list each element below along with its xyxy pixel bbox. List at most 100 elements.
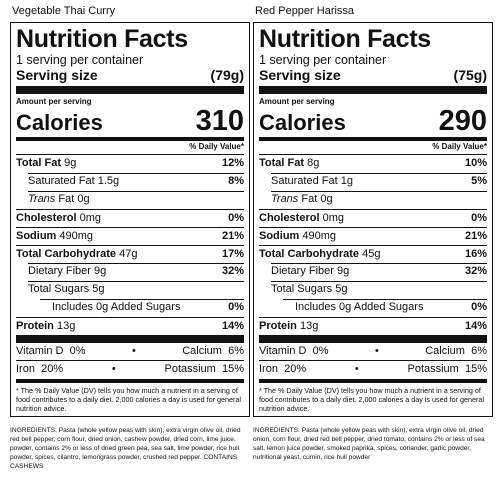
nutrient-dv: 0% — [471, 301, 487, 313]
vitamin-value: 0% — [69, 345, 86, 357]
nutrient-row-dietary-fiber: Dietary Fiber 9g 32% — [16, 263, 244, 281]
nutrition-facts-title: Nutrition Facts — [16, 25, 188, 53]
daily-value-footnote: * The % Daily Value (DV) tells you how m… — [16, 386, 241, 413]
vitamin-row: Vitamin D 0% • Calcium 6% — [259, 343, 487, 361]
nutrient-label: Total Carbohydrate — [16, 248, 117, 260]
calories-value: 310 — [195, 105, 244, 137]
nutrient-dv: 14% — [221, 320, 244, 332]
nutrient-amount: 45g — [362, 248, 381, 260]
vitamin-value: 15% — [464, 363, 487, 375]
nutrient-label: Includes — [52, 301, 93, 313]
ingredients-text: INGREDIENTS: Pasta (whole yellow peas wi… — [10, 427, 241, 470]
calories-row: Calories 310 — [16, 105, 244, 137]
nutrient-row-saturated-fat: Saturated Fat 1.5g 8% — [16, 173, 244, 191]
nutrient-row-trans-fat: Trans Fat 0g — [259, 191, 487, 209]
vitamin-row: Iron 20% • Potassium 15% — [259, 361, 487, 379]
nutrient-row-dietary-fiber: Dietary Fiber 9g 32% — [259, 263, 487, 281]
nutrient-row-total-carbohydrate: Total Carbohydrate 47g 17% — [16, 245, 244, 263]
nutrient-label: Total Fat — [259, 157, 305, 169]
nutrient-amount: 1g — [340, 175, 353, 187]
nutrient-amount: 0g Added Sugars — [96, 301, 181, 313]
bullet-separator: • — [111, 363, 116, 375]
nutrient-row-added-sugars: Includes 0g Added Sugars 0% — [16, 299, 244, 317]
nutrient-dv: 32% — [221, 265, 244, 277]
nutrient-amount: 0g — [77, 193, 90, 205]
nutrient-row-protein: Protein 13g 14% — [16, 317, 244, 335]
vitamin-value: 15% — [221, 363, 244, 375]
vitamin-value: 20% — [284, 363, 307, 375]
vitamin-row: Iron 20% • Potassium 15% — [16, 361, 244, 379]
nutrient-row-total-sugars: Total Sugars 5g — [259, 281, 487, 299]
nutrient-row-sodium: Sodium 490mg 21% — [259, 227, 487, 245]
nutrient-amount: 5g — [335, 283, 348, 295]
nutrient-amount: 13g — [56, 320, 76, 332]
nutrient-label: Cholesterol — [16, 212, 77, 224]
divider-thick — [16, 86, 244, 94]
nutrient-label: Includes — [295, 301, 336, 313]
nutrient-dv: 14% — [464, 320, 487, 332]
vitamin-label: Vitamin D — [259, 345, 307, 357]
nutrient-row-added-sugars: Includes 0g Added Sugars 0% — [259, 299, 487, 317]
nutrition-label: Nutrition Facts 1 serving per container … — [10, 22, 250, 417]
servings-per-container: 1 serving per container — [259, 53, 387, 67]
nutrient-dv: 21% — [221, 230, 244, 242]
daily-value-header: % Daily Value* — [16, 141, 244, 155]
bullet-separator: • — [131, 345, 136, 357]
servings-per-container: 1 serving per container — [16, 53, 144, 67]
amount-per-serving: Amount per serving — [259, 97, 335, 106]
nutrient-row-sodium: Sodium 490mg 21% — [16, 227, 244, 245]
ingredients-text: INGREDIENTS: Pasta (whole yellow peas wi… — [253, 427, 485, 461]
divider-medium — [16, 379, 244, 383]
divider-thick — [259, 86, 487, 94]
bullet-separator: • — [374, 345, 379, 357]
nutrient-dv: 10% — [464, 157, 487, 169]
vitamin-row: Vitamin D 0% • Calcium 6% — [16, 343, 244, 361]
nutrient-amount: 0g Added Sugars — [339, 301, 424, 313]
nutrient-label: Saturated Fat — [28, 175, 95, 187]
nutrient-label: Protein — [259, 320, 297, 332]
serving-size-row: Serving size (79g) — [16, 67, 244, 83]
nutrient-row-protein: Protein 13g 14% — [259, 317, 487, 335]
nutrient-amount: 1.5g — [97, 175, 120, 187]
serving-size-value: (75g) — [453, 67, 487, 83]
nutrient-label-italic: Trans — [271, 193, 299, 205]
serving-size-value: (79g) — [210, 67, 244, 83]
vitamin-value: 0% — [312, 345, 329, 357]
nutrient-amount: 9g — [94, 265, 107, 277]
nutrient-amount: 9g — [337, 265, 350, 277]
daily-value-footnote: * The % Daily Value (DV) tells you how m… — [259, 386, 484, 413]
nutrient-amount: 47g — [119, 248, 138, 260]
product-name: Vegetable Thai Curry — [12, 5, 116, 17]
vitamin-label: Calcium — [182, 345, 222, 357]
nutrient-amount: 0mg — [322, 212, 344, 224]
nutrient-label: Sodium — [16, 230, 57, 242]
nutrition-facts-title: Nutrition Facts — [259, 25, 431, 53]
nutrient-row-trans-fat: Trans Fat 0g — [16, 191, 244, 209]
nutrient-label: Dietary Fiber — [28, 265, 91, 277]
nutrient-amount: 9g — [64, 157, 77, 169]
nutrient-row-cholesterol: Cholesterol 0mg 0% — [259, 209, 487, 227]
daily-value-header: % Daily Value* — [259, 141, 487, 155]
nutrient-amount: 0mg — [79, 212, 101, 224]
calories-label: Calories — [16, 110, 103, 135]
calories-row: Calories 290 — [259, 107, 487, 136]
divider-medium — [259, 379, 487, 383]
nutrient-label: Dietary Fiber — [271, 265, 334, 277]
nutrient-rows: Total Fat 8g 10% Saturated Fat 1g 5% Tra… — [259, 155, 487, 335]
product-red-pepper-harissa: Red Pepper Harissa Nutrition Facts 1 ser… — [253, 0, 493, 462]
divider-thick — [259, 335, 487, 343]
nutrient-dv: 5% — [471, 175, 487, 187]
product-vegetable-thai-curry: Vegetable Thai Curry Nutrition Facts 1 s… — [10, 0, 250, 471]
nutrient-amount: 5g — [92, 283, 105, 295]
nutrient-row-total-carbohydrate: Total Carbohydrate 45g 16% — [259, 245, 487, 263]
nutrient-label: Total Sugars — [271, 283, 333, 295]
nutrient-amount: 8g — [307, 157, 320, 169]
nutrient-label-italic: Trans — [28, 193, 56, 205]
vitamin-label: Iron — [259, 363, 278, 375]
nutrient-rows: Total Fat 9g 12% Saturated Fat 1.5g 8% T… — [16, 155, 244, 335]
serving-size-row: Serving size (75g) — [259, 67, 487, 83]
vitamin-label: Potassium — [407, 363, 459, 375]
divider-medium — [16, 137, 244, 141]
nutrient-row-total-fat: Total Fat 9g 12% — [16, 155, 244, 173]
bullet-separator: • — [354, 363, 359, 375]
